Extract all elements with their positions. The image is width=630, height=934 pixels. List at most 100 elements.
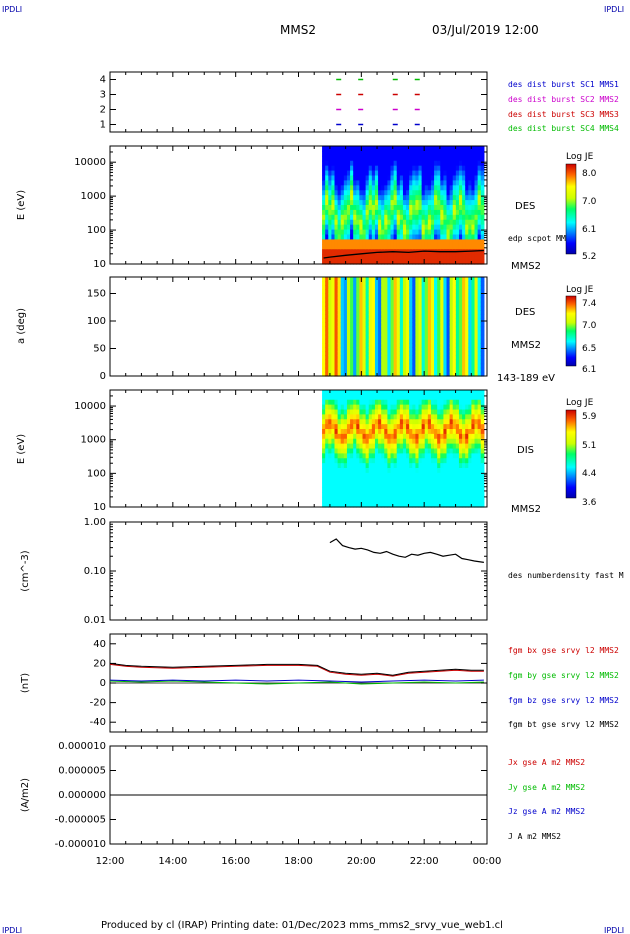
spectrogram-cell xyxy=(471,443,476,450)
spectrogram-cell xyxy=(430,314,435,319)
spectrogram-cell xyxy=(322,497,326,503)
spectrogram-cell xyxy=(418,185,423,191)
spectrogram-cell xyxy=(325,205,329,211)
spectrogram-cell xyxy=(402,293,407,299)
spectrogram-cell xyxy=(455,209,460,216)
spectrogram-cell xyxy=(399,175,404,182)
spectrogram-cell xyxy=(322,281,326,286)
spectrogram-cell xyxy=(399,371,404,377)
spectrogram-cell xyxy=(359,314,364,319)
spectrogram-cell xyxy=(421,146,426,152)
spectrogram-cell xyxy=(421,343,426,348)
spectrogram-cell xyxy=(424,180,429,186)
spectrogram-cell xyxy=(440,472,445,479)
spectrogram-cell xyxy=(458,244,463,250)
spectrogram-cell xyxy=(452,492,457,498)
spectrogram-cell xyxy=(322,155,326,162)
spectrogram-cell xyxy=(362,414,367,420)
spectrogram-cell xyxy=(427,195,432,201)
spectrogram-cell xyxy=(396,448,401,454)
spectrogram-cell xyxy=(337,155,342,162)
spectrogram-cell xyxy=(412,347,416,352)
corner-label-tr: IPDLI xyxy=(604,5,624,14)
spectrogram-cell xyxy=(424,318,429,323)
spectrogram-cell xyxy=(458,433,463,440)
spectrogram-cell xyxy=(427,409,432,415)
spectrogram-cell xyxy=(455,322,460,328)
spectrogram-cell xyxy=(452,334,457,340)
spectrogram-cell xyxy=(437,343,441,348)
spectrogram-cell xyxy=(365,424,370,430)
spectrogram-cell xyxy=(443,293,448,299)
des-energy-cbar-title: Log JE xyxy=(566,152,594,162)
spectrogram-cell xyxy=(449,482,454,489)
spectrogram-cell xyxy=(480,314,485,319)
spectrogram-cell xyxy=(421,322,426,328)
spectrogram-cell xyxy=(378,330,382,336)
spectrogram-cell xyxy=(368,146,373,152)
spectrogram-cell xyxy=(346,322,351,328)
spectrogram-cell xyxy=(424,443,429,450)
spectrogram-cell xyxy=(387,244,392,250)
spectrogram-cell xyxy=(437,146,441,152)
spectrogram-cell xyxy=(322,399,326,406)
spectrogram-cell xyxy=(365,419,370,425)
spectrogram-cell xyxy=(356,301,360,307)
spectrogram-cell xyxy=(452,301,457,307)
spectrogram-cell xyxy=(443,338,448,344)
spectrogram-cell xyxy=(353,409,357,415)
spectrogram-cell xyxy=(406,326,410,332)
spectrogram-cell xyxy=(471,359,476,365)
spectrogram-cell xyxy=(402,224,407,231)
spectrogram-cell xyxy=(474,443,479,450)
spectrogram-cell xyxy=(421,301,426,307)
spectrogram-cell xyxy=(331,200,336,206)
spectrogram-cell xyxy=(337,399,342,406)
spectrogram-cell xyxy=(353,424,357,430)
spectrogram-cell xyxy=(471,351,476,356)
spectrogram-cell xyxy=(474,297,479,303)
spectrogram-cell xyxy=(409,214,413,221)
spectrogram-cell xyxy=(368,394,373,401)
spectrogram-cell xyxy=(455,433,460,440)
spectrogram-cell xyxy=(402,254,407,260)
spectrogram-cell xyxy=(353,487,357,493)
spectrogram-cell xyxy=(402,419,407,425)
spectrogram-cell xyxy=(421,429,426,435)
spectrogram-cell xyxy=(409,347,413,352)
spectrogram-cell xyxy=(362,209,367,216)
spectrogram-cell xyxy=(353,404,357,411)
spectrogram-cell xyxy=(434,448,438,454)
spectrogram-cell xyxy=(393,399,398,406)
spectrogram-cell xyxy=(440,351,445,356)
spectrogram-cell xyxy=(393,326,398,332)
spectrogram-cell xyxy=(471,347,476,352)
spectrogram-cell xyxy=(371,453,376,459)
spectrogram-cell xyxy=(440,424,445,430)
spectrogram-cell xyxy=(343,338,348,344)
spectrogram-cell xyxy=(418,468,423,474)
spectrogram-cell xyxy=(340,175,345,182)
spectrogram-cell xyxy=(381,285,385,290)
spectrogram-cell xyxy=(415,367,420,373)
spectrogram-cell xyxy=(350,338,354,344)
spectrogram-cell xyxy=(356,239,360,245)
spectrogram-cell xyxy=(390,367,395,373)
spectrogram-cell xyxy=(437,453,441,459)
spectrogram-cell xyxy=(452,322,457,328)
spectrogram-cell xyxy=(381,229,385,236)
spectrogram-cell xyxy=(430,438,435,445)
spectrogram-cell xyxy=(340,433,345,440)
spectrogram-cell xyxy=(393,367,398,373)
spectrogram-cell xyxy=(424,487,429,493)
spectrogram-cell xyxy=(468,463,473,469)
spectrogram-cell xyxy=(365,281,370,286)
spectrogram-cell xyxy=(325,351,329,356)
spectrogram-cell xyxy=(359,438,364,445)
spectrogram-cell xyxy=(474,314,479,319)
spectrogram-cell xyxy=(334,443,339,450)
spectrogram-cell xyxy=(434,234,438,241)
spectrogram-cell xyxy=(437,305,441,311)
spectrogram-cell xyxy=(378,180,382,186)
spectrogram-cell xyxy=(455,409,460,415)
